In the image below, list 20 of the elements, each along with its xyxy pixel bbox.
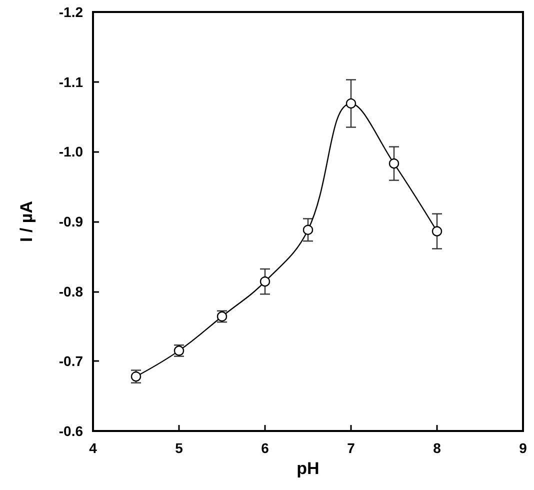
point [432, 226, 442, 236]
y-tick-label: -0.7 [58, 353, 84, 370]
x-tick-label: 7 [347, 440, 356, 456]
x-axis-title: pH [296, 458, 320, 478]
x-tick-label: 9 [519, 440, 528, 456]
y-tick-label: -0.9 [58, 214, 84, 230]
y-tick-label: -0.6 [58, 423, 84, 439]
y-tick-label: -1.1 [58, 74, 84, 90]
x-tick-label: 4 [89, 440, 98, 456]
y-tick-label: -1.0 [58, 144, 84, 160]
y-axis-title: I / µA [17, 201, 36, 242]
x-tick-label: 5 [175, 440, 184, 456]
point [346, 98, 356, 109]
y-tick-label: -1.2 [58, 4, 84, 20]
x-tick-label: 8 [433, 440, 442, 456]
y-tick-label: -0.8 [58, 283, 84, 300]
point [388, 158, 400, 169]
point [302, 224, 314, 235]
x-tick-label: 6 [261, 440, 270, 456]
point [260, 276, 270, 287]
